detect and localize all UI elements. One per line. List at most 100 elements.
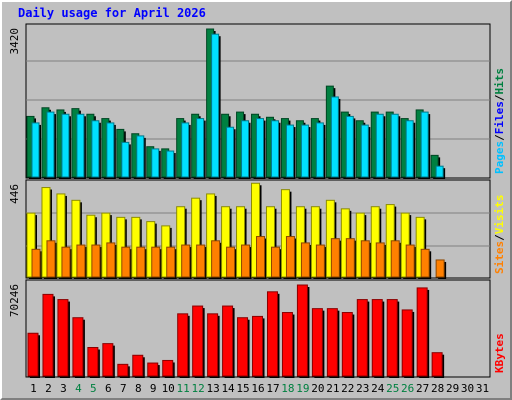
day-label: 30 (461, 382, 474, 395)
day-label: 23 (356, 382, 369, 395)
bar-visits (41, 187, 51, 278)
bar-visits (415, 216, 425, 278)
day-label: 4 (75, 382, 82, 395)
day-label: 10 (162, 382, 175, 395)
day-label: 16 (251, 382, 264, 395)
bar-kbytes (147, 362, 159, 377)
day-label: 13 (206, 382, 219, 395)
bar-files (420, 111, 429, 178)
bar-kbytes (266, 291, 278, 377)
bar-kbytes (371, 299, 383, 377)
chart-title: Daily usage for April 2026 (18, 6, 206, 20)
bar-kbytes (296, 284, 308, 377)
legend-entry: Files (493, 101, 506, 134)
bar-files (166, 150, 175, 178)
bar-sites (106, 242, 116, 278)
day-label: 25 (386, 382, 399, 395)
bar-kbytes (57, 299, 69, 377)
bar-files (46, 111, 55, 178)
bar-files (435, 165, 444, 178)
chart-panels: 3420Pages/Files/Hits446Sites/Visits70246… (8, 23, 506, 378)
bar-sites (405, 244, 415, 278)
bar-sites (360, 240, 370, 278)
bar-files (211, 33, 220, 178)
bar-sites (300, 242, 310, 278)
bar-visits (251, 182, 261, 278)
y-max-label: 446 (8, 184, 21, 204)
legend: Sites/Visits (493, 195, 506, 275)
day-label: 12 (192, 382, 205, 395)
bar-files (226, 126, 235, 178)
day-label: 24 (371, 382, 385, 395)
y-max-label: 3420 (8, 28, 21, 55)
legend: Pages/Files/Hits (493, 68, 506, 174)
bar-files (375, 113, 384, 178)
bar-sites (270, 246, 280, 278)
legend-entry: / (493, 94, 506, 101)
legend-entry: Pages (493, 141, 506, 174)
bar-kbytes (326, 308, 338, 377)
bar-sites (330, 238, 340, 278)
bar-sites (46, 240, 56, 278)
bar-kbytes (237, 317, 249, 377)
bar-sites (285, 236, 295, 278)
day-label: 21 (326, 382, 339, 395)
bar-sites (136, 246, 146, 278)
day-label: 1 (30, 382, 37, 395)
bar-visits (191, 197, 201, 278)
bar-kbytes (162, 359, 174, 377)
bar-visits (295, 206, 305, 278)
legend-entry: Hits (493, 68, 506, 95)
bar-kbytes (416, 287, 428, 377)
bar-files (285, 124, 294, 178)
bar-visits (236, 206, 246, 278)
day-label: 6 (105, 382, 112, 395)
bar-sites (196, 244, 206, 278)
bar-files (136, 135, 145, 178)
day-label: 27 (416, 382, 429, 395)
bar-files (196, 118, 205, 178)
legend-entry: / (493, 234, 506, 241)
day-label: 3 (60, 382, 67, 395)
bar-kbytes (177, 313, 189, 377)
bar-visits (56, 193, 66, 278)
bar-files (256, 118, 265, 178)
day-label: 17 (266, 382, 279, 395)
bar-sites (420, 248, 430, 278)
bar-sites (181, 244, 191, 278)
day-label: 14 (221, 382, 235, 395)
bar-visits (310, 206, 320, 278)
bar-files (181, 122, 190, 178)
day-label: 22 (341, 382, 354, 395)
bar-files (270, 120, 279, 178)
day-label: 19 (296, 382, 309, 395)
bar-kbytes (431, 352, 443, 377)
day-label: 7 (120, 382, 127, 395)
legend: KBytes (493, 333, 506, 373)
bar-sites (435, 259, 445, 278)
bar-kbytes (386, 299, 398, 377)
bar-sites (345, 238, 355, 278)
bar-sites (390, 240, 400, 278)
day-axis-labels: 1 2 3 4 5 6 7 8 9 10 11 12 13 14 15 16 17 18 19 20 21 22 23 24 2… (30, 382, 489, 395)
bar-files (241, 120, 250, 178)
day-label: 2 (45, 382, 52, 395)
bar-sites (315, 244, 325, 278)
bar-sites (375, 242, 385, 278)
bar-visits (370, 206, 380, 278)
bar-files (315, 122, 324, 178)
bar-kbytes (117, 363, 129, 377)
bar-visits (71, 199, 81, 278)
bar-kbytes (222, 305, 234, 377)
day-label: 20 (311, 382, 324, 395)
bar-sites (151, 246, 161, 278)
bar-visits (26, 212, 36, 278)
bar-sites (121, 246, 131, 278)
bar-files (31, 122, 40, 178)
bar-kbytes (401, 309, 413, 377)
bar-sites (256, 236, 266, 278)
bar-kbytes (27, 332, 39, 377)
legend-entry: Sites (493, 241, 506, 274)
